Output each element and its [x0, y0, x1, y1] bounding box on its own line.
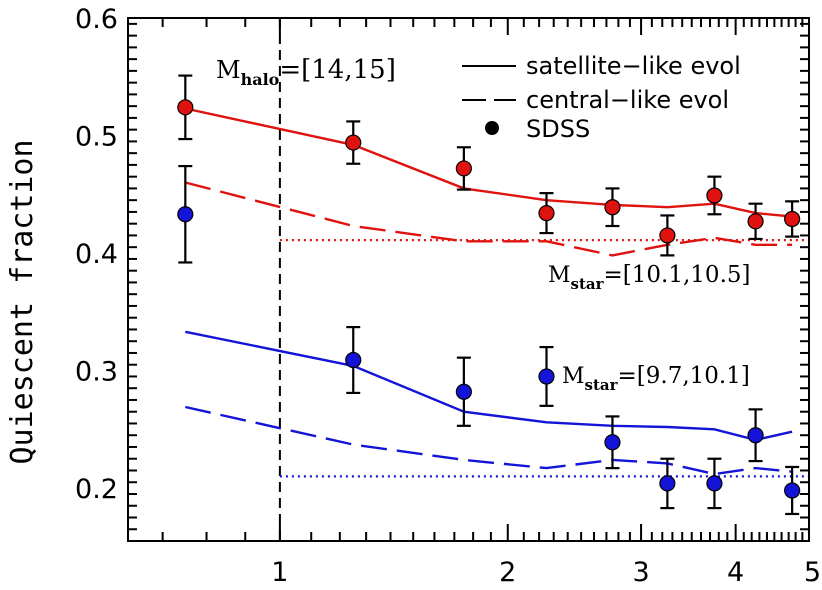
- low-mass-symbol: M: [562, 364, 585, 389]
- low-mass-sdss-point: [706, 475, 723, 492]
- y-tick-label: 0.2: [75, 474, 118, 505]
- high-mass-annotation: Mstar=[10.1,10.5]: [548, 262, 750, 293]
- x-tick-label: 1: [271, 557, 288, 588]
- high-mass-sdss-point: [784, 210, 801, 228]
- halo-mass-range: =[14,15]: [279, 55, 396, 85]
- low-mass-subscript: star: [585, 376, 619, 394]
- halo-mass-annotation: Mhalo=[14,15]: [216, 55, 396, 89]
- low-mass-sdss-point: [747, 427, 764, 444]
- y-tick-label: 0.5: [75, 122, 118, 153]
- low-mass-annotation: Mstar=[9.7,10.1]: [562, 363, 750, 394]
- legend-central-label: central−like evol: [526, 86, 729, 114]
- y-tick-label: 0.3: [75, 357, 118, 388]
- high-mass-central-like-line: [184, 181, 793, 257]
- high-mass-sdss-point: [177, 99, 194, 116]
- legend-satellite-label: satellite−like evol: [526, 52, 741, 80]
- halo-mass-subscript: halo: [241, 70, 280, 89]
- chart-marks: [177, 18, 809, 541]
- low-mass-sdss-point: [604, 434, 621, 451]
- high-mass-sdss-point: [455, 160, 472, 177]
- x-tick-label: 2: [499, 557, 516, 588]
- legend-sdss-dot: [485, 121, 499, 135]
- high-mass-symbol: M: [548, 263, 571, 288]
- high-mass-sdss-point: [604, 199, 621, 216]
- halo-mass-symbol: M: [216, 56, 241, 84]
- legend: satellite−like evol central−like evol SD…: [462, 52, 741, 143]
- x-tick-label: 4: [727, 557, 744, 588]
- high-mass-sdss-point: [706, 187, 723, 204]
- low-mass-sdss-point: [345, 351, 362, 369]
- low-mass-sdss-point: [538, 368, 555, 385]
- chart-axes: 0.2 0.3 0.4 0.5 0.6 1 2 3 4 5: [75, 4, 821, 588]
- high-mass-sdss-point: [659, 227, 676, 244]
- high-mass-sdss-point: [538, 204, 555, 222]
- low-mass-sdss-point: [784, 482, 801, 499]
- high-mass-range: =[10.1,10.5]: [604, 262, 751, 288]
- low-mass-sdss-point: [455, 383, 472, 400]
- high-mass-subscript: star: [571, 275, 605, 293]
- low-mass-sdss-point: [659, 475, 676, 492]
- low-mass-sdss-point: [177, 206, 194, 223]
- low-mass-central-like-line: [185, 405, 793, 476]
- x-tick-label: 5: [804, 557, 821, 588]
- y-tick-label: 0.6: [75, 4, 118, 35]
- low-mass-range: =[9.7,10.1]: [618, 363, 750, 389]
- high-mass-sdss-point: [747, 213, 764, 230]
- x-tick-label: 3: [632, 557, 649, 588]
- y-axis-label: Quiescent fraction: [5, 139, 40, 464]
- y-tick-label: 0.4: [75, 239, 118, 270]
- high-mass-sdss-point: [345, 134, 362, 151]
- plot-frame: [127, 17, 810, 542]
- legend-sdss-label: SDSS: [526, 115, 590, 143]
